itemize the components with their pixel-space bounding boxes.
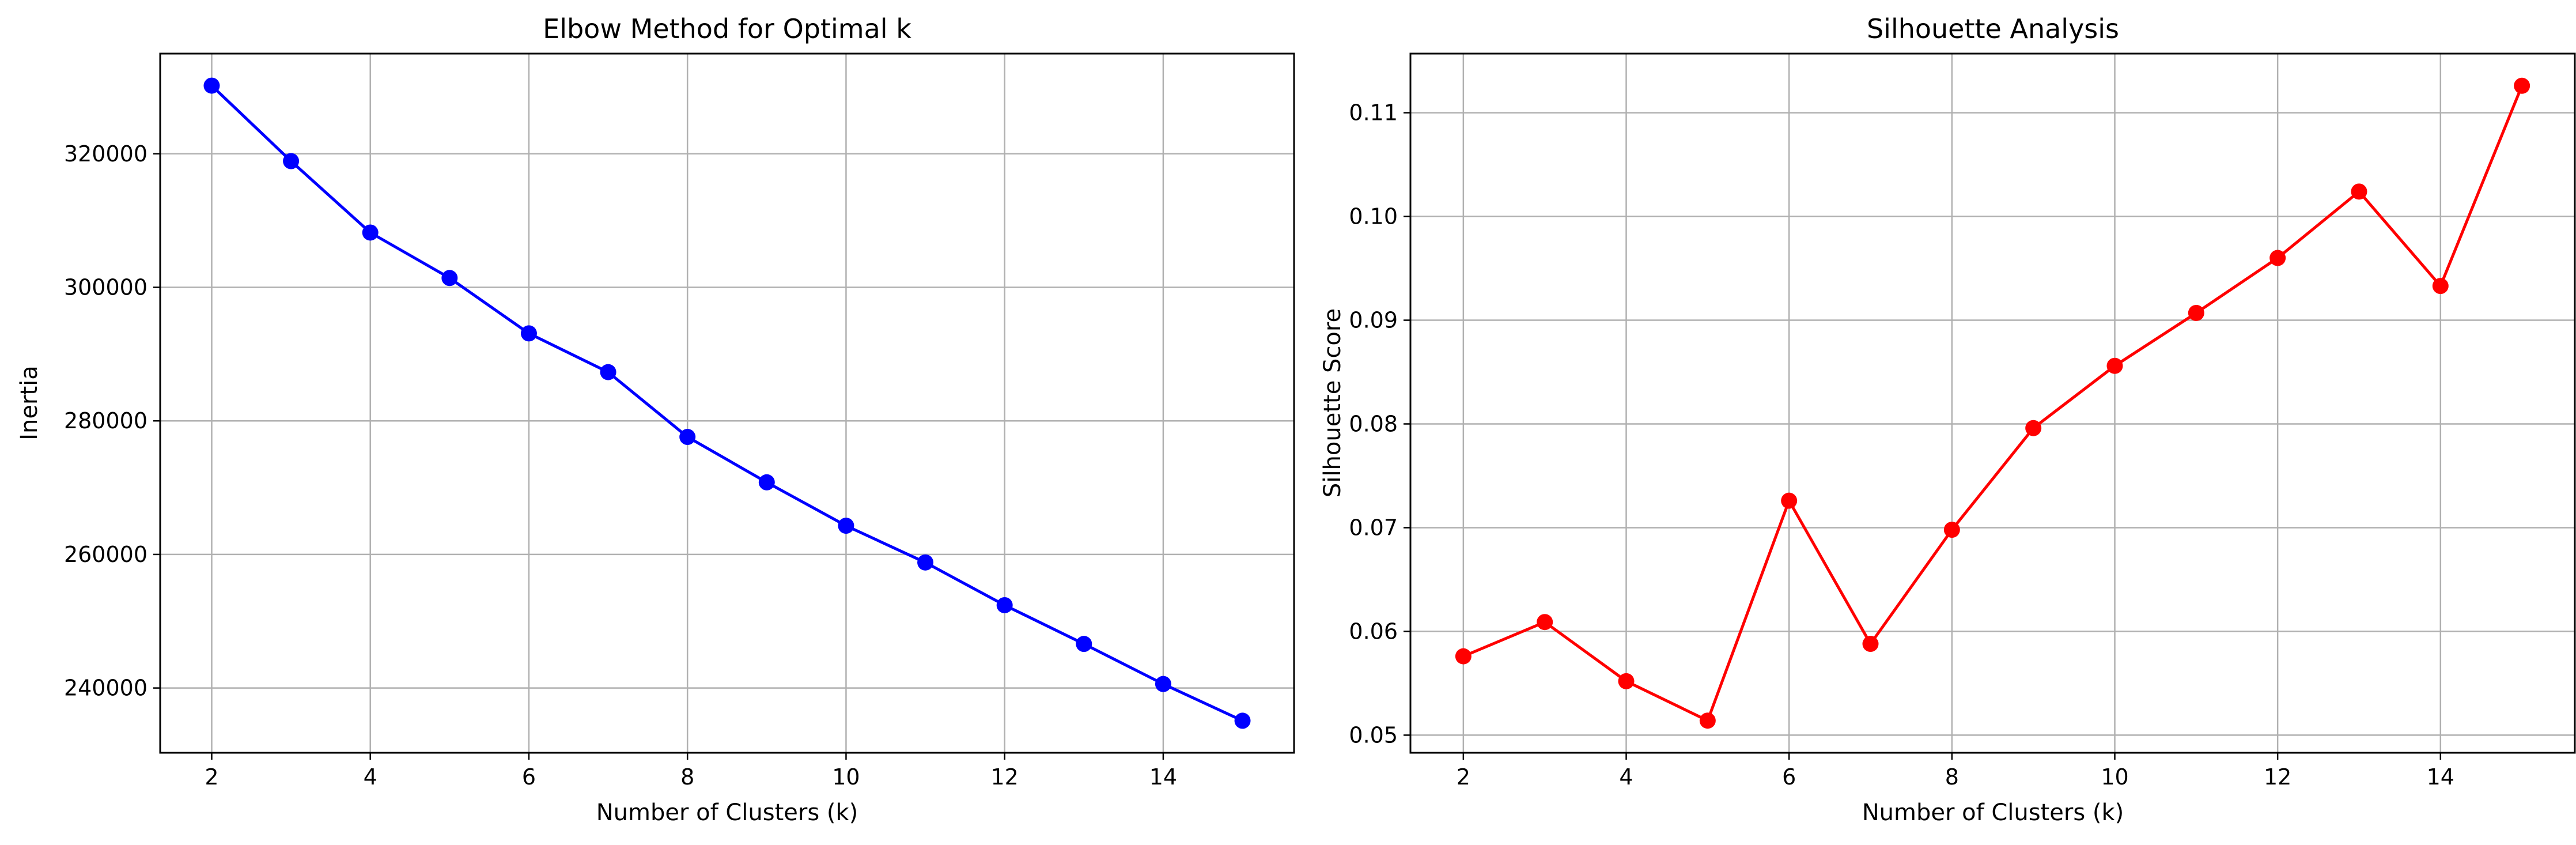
elbow-data-point [600,364,616,380]
elbow-x-tick-label: 10 [832,764,860,790]
elbow-x-tick-label: 4 [364,764,377,790]
silhouette-x-tick-label: 8 [1945,764,1959,790]
elbow-chart: Elbow Method for Optimal k 2 4 6 8 10 12 14 24… [16,13,1295,826]
elbow-y-tick-label: 260000 [64,542,147,567]
silhouette-gridlines [1410,54,2575,753]
silhouette-line [1462,85,2524,722]
silhouette-data-point [2106,357,2123,374]
silhouette-y-tick-label: 0.05 [1349,722,1398,748]
elbow-data-point [1076,636,1092,652]
silhouette-y-tick-label: 0.08 [1349,411,1398,436]
elbow-data-point [283,153,300,169]
silhouette-data-point [2269,250,2286,266]
elbow-data-point [520,325,537,342]
elbow-x-tick-label: 6 [522,764,536,790]
elbow-plot-frame [159,52,1295,754]
silhouette-data-point [2514,77,2530,94]
silhouette-y-tick-label: 0.10 [1349,204,1398,229]
silhouette-y-tick-label: 0.07 [1349,515,1398,540]
silhouette-data-point [1781,492,1798,509]
silhouette-points [1455,77,2530,729]
silhouette-x-ticks: 2 4 6 8 10 12 14 [1457,753,2454,790]
silhouette-x-axis-label: Number of Clusters (k) [1862,799,2124,826]
elbow-y-tick-label: 300000 [64,274,147,300]
silhouette-chart-title: Silhouette Analysis [1867,13,2119,44]
elbow-gridlines [160,54,1294,753]
silhouette-data-point [2432,278,2449,295]
silhouette-chart: Silhouette Analysis 2 4 6 8 10 12 14 0.050.060… [1319,13,2576,826]
elbow-x-tick-label: 8 [680,764,694,790]
elbow-data-point [362,224,379,241]
elbow-y-tick-label: 240000 [64,676,147,701]
silhouette-data-point [1943,522,1960,538]
silhouette-data-point [1862,636,1879,652]
silhouette-data-point [1455,648,1472,665]
silhouette-x-tick-label: 14 [2427,764,2454,790]
elbow-y-ticks: 240000 260000 280000 300000 320000 [64,141,160,701]
elbow-y-tick-label: 280000 [64,408,147,433]
silhouette-y-tick-label: 0.06 [1349,618,1398,644]
silhouette-data-point [1618,673,1635,689]
silhouette-data-point [2351,183,2367,200]
silhouette-data-point [1537,614,1553,631]
silhouette-x-tick-label: 2 [1457,764,1470,790]
silhouette-data-point [2188,304,2204,321]
elbow-x-tick-label: 12 [990,764,1018,790]
elbow-data-point [838,518,854,534]
elbow-data-point [203,77,220,94]
elbow-series-line [210,84,1243,722]
elbow-data-point [996,597,1013,613]
silhouette-x-tick-label: 10 [2101,764,2128,790]
silhouette-x-tick-label: 12 [2264,764,2291,790]
elbow-data-point [1155,676,1171,692]
silhouette-y-ticks: 0.05 0.06 0.07 0.08 0.09 0.10 0.11 [1349,100,1410,748]
elbow-data-point [1234,712,1251,729]
elbow-points [203,77,1251,729]
elbow-data-point [679,429,696,446]
silhouette-plot-frame [1409,52,2576,754]
silhouette-data-point [1699,712,1716,729]
elbow-y-axis-label: Inertia [16,365,43,440]
elbow-x-tick-label: 2 [205,764,218,790]
silhouette-x-tick-label: 4 [1619,764,1633,790]
silhouette-y-tick-label: 0.09 [1349,308,1398,333]
silhouette-x-tick-label: 6 [1782,764,1796,790]
elbow-chart-title: Elbow Method for Optimal k [543,13,911,44]
elbow-x-axis-label: Number of Clusters (k) [596,799,858,826]
silhouette-series-line [1462,85,2524,722]
elbow-x-ticks: 2 4 6 8 10 12 14 [205,753,1177,790]
elbow-line [210,84,1243,722]
elbow-data-point [441,270,458,286]
elbow-data-point [758,474,775,491]
elbow-data-point [917,554,934,571]
silhouette-y-tick-label: 0.11 [1349,100,1398,126]
silhouette-data-point [2025,420,2042,436]
silhouette-y-axis-label: Silhouette Score [1319,308,1346,497]
elbow-y-tick-label: 320000 [64,141,147,167]
elbow-x-tick-label: 14 [1149,764,1177,790]
